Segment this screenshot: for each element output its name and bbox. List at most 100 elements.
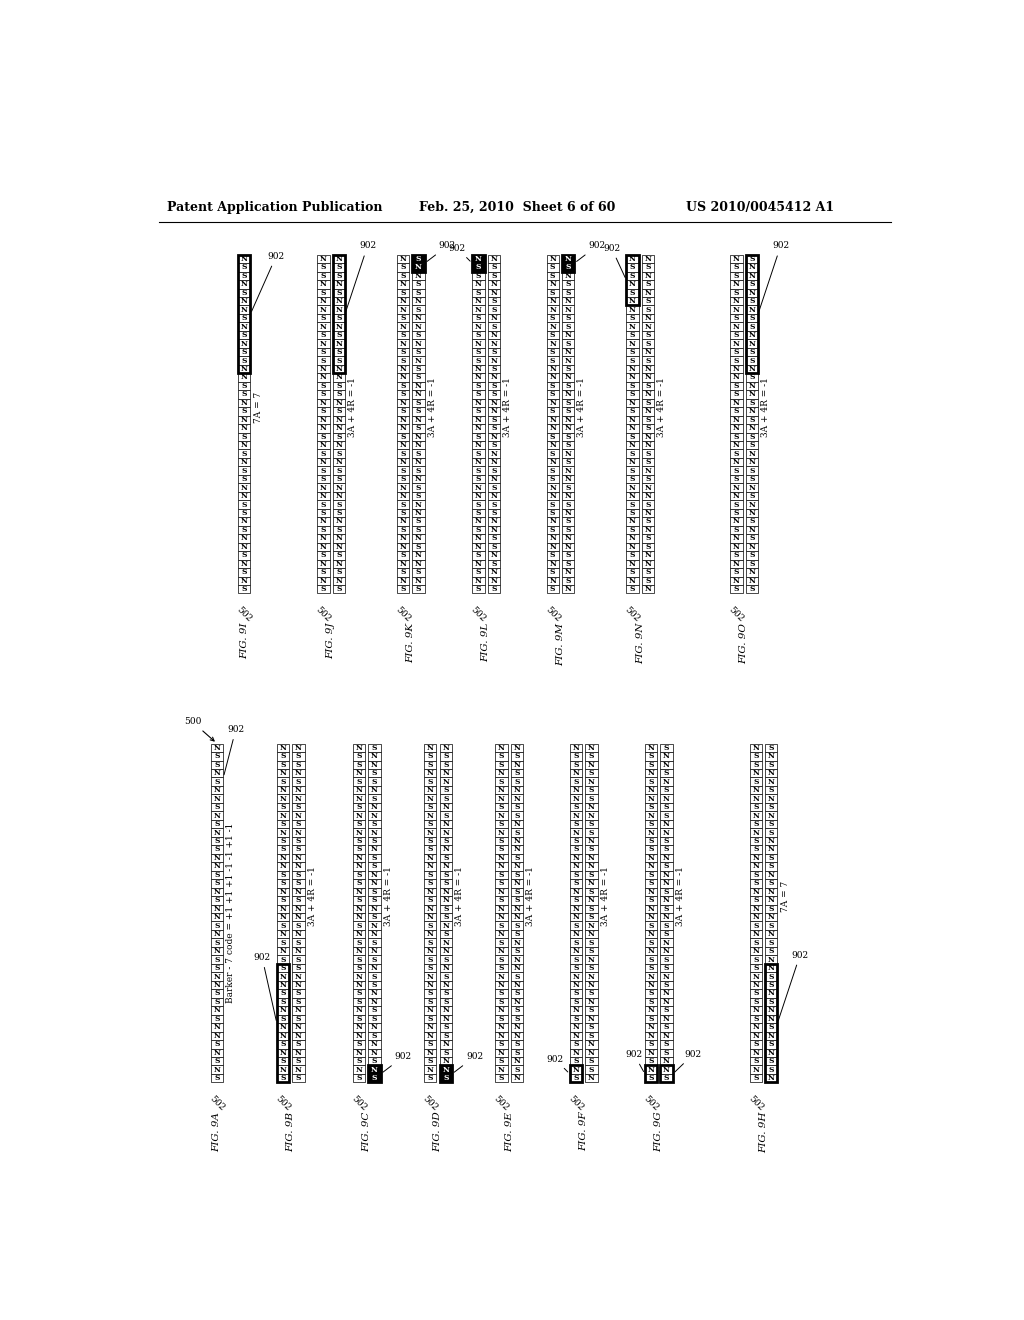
Bar bbox=[745, 255, 758, 263]
Bar bbox=[397, 424, 410, 433]
Text: S: S bbox=[400, 510, 406, 517]
Bar bbox=[292, 1032, 305, 1040]
Text: S: S bbox=[753, 939, 759, 946]
Bar bbox=[642, 517, 654, 525]
Text: N: N bbox=[514, 939, 520, 946]
Bar bbox=[627, 585, 639, 594]
Bar bbox=[413, 255, 425, 263]
Bar bbox=[496, 837, 508, 845]
Bar bbox=[511, 904, 523, 913]
Text: N: N bbox=[588, 998, 595, 1006]
Text: N: N bbox=[490, 517, 498, 525]
Bar bbox=[413, 492, 425, 500]
Bar bbox=[750, 752, 762, 760]
Text: N: N bbox=[371, 752, 378, 760]
Text: N: N bbox=[475, 424, 481, 432]
Text: S: S bbox=[372, 1057, 377, 1065]
Bar bbox=[627, 280, 639, 289]
Bar bbox=[352, 879, 366, 887]
Bar bbox=[276, 939, 289, 946]
Bar bbox=[745, 255, 758, 374]
Bar bbox=[276, 777, 289, 785]
Bar bbox=[276, 770, 289, 777]
Bar bbox=[562, 560, 574, 568]
Bar bbox=[511, 785, 523, 795]
Bar bbox=[562, 475, 574, 483]
Text: N: N bbox=[415, 535, 422, 543]
Text: N: N bbox=[549, 366, 556, 374]
Text: S: S bbox=[356, 837, 361, 845]
Bar bbox=[397, 517, 410, 525]
Text: S: S bbox=[492, 441, 497, 449]
Text: N: N bbox=[549, 374, 556, 381]
Text: N: N bbox=[355, 795, 362, 803]
Text: N: N bbox=[753, 1049, 759, 1057]
Bar bbox=[547, 364, 559, 374]
Text: N: N bbox=[664, 752, 670, 760]
Text: N: N bbox=[475, 280, 481, 288]
Bar bbox=[472, 466, 484, 475]
Bar bbox=[211, 887, 223, 896]
Bar bbox=[472, 552, 484, 560]
Text: N: N bbox=[214, 812, 220, 820]
Bar bbox=[397, 272, 410, 280]
Text: N: N bbox=[733, 424, 739, 432]
Text: N: N bbox=[490, 356, 498, 364]
Bar bbox=[333, 483, 345, 492]
Text: N: N bbox=[319, 297, 327, 305]
Bar bbox=[369, 760, 381, 770]
Bar bbox=[745, 466, 758, 475]
Bar bbox=[730, 458, 742, 466]
Bar bbox=[547, 280, 559, 289]
Text: N: N bbox=[415, 356, 422, 364]
Text: N: N bbox=[753, 948, 759, 956]
Text: N: N bbox=[549, 483, 556, 491]
Text: N: N bbox=[588, 973, 595, 981]
Text: N: N bbox=[399, 280, 407, 288]
Bar bbox=[750, 777, 762, 785]
Text: N: N bbox=[572, 904, 580, 912]
Bar bbox=[642, 508, 654, 517]
Text: S: S bbox=[492, 560, 497, 568]
Text: S: S bbox=[565, 525, 571, 533]
Bar bbox=[750, 973, 762, 981]
Bar bbox=[765, 845, 777, 854]
Text: N: N bbox=[336, 306, 342, 314]
Bar bbox=[211, 1040, 223, 1048]
Bar bbox=[333, 416, 345, 424]
Text: S: S bbox=[630, 391, 635, 399]
Bar bbox=[333, 543, 345, 552]
Bar bbox=[487, 255, 500, 263]
Bar bbox=[730, 280, 742, 289]
Bar bbox=[333, 331, 345, 339]
Bar bbox=[333, 449, 345, 458]
Text: S: S bbox=[321, 331, 326, 339]
Bar bbox=[352, 998, 366, 1006]
Text: S: S bbox=[733, 331, 739, 339]
Bar bbox=[562, 525, 574, 535]
Text: N: N bbox=[241, 483, 248, 491]
Text: N: N bbox=[565, 374, 571, 381]
Text: N: N bbox=[214, 795, 220, 803]
Text: S: S bbox=[416, 543, 421, 550]
Bar bbox=[238, 297, 251, 305]
Text: S: S bbox=[645, 543, 651, 550]
Bar bbox=[369, 871, 381, 879]
Text: S: S bbox=[321, 467, 326, 475]
Text: N: N bbox=[753, 1065, 759, 1073]
Text: S: S bbox=[356, 921, 361, 929]
Bar bbox=[745, 331, 758, 339]
Bar bbox=[627, 364, 639, 374]
Text: N: N bbox=[295, 744, 302, 752]
Text: N: N bbox=[399, 399, 407, 407]
Text: N: N bbox=[549, 416, 556, 424]
Text: S: S bbox=[648, 1015, 654, 1023]
Text: N: N bbox=[319, 560, 327, 568]
Text: S: S bbox=[750, 433, 755, 441]
Text: N: N bbox=[572, 913, 580, 921]
Text: N: N bbox=[280, 1065, 287, 1073]
Bar bbox=[586, 795, 598, 803]
Bar bbox=[397, 466, 410, 475]
Text: N: N bbox=[399, 424, 407, 432]
Text: N: N bbox=[295, 1049, 302, 1057]
